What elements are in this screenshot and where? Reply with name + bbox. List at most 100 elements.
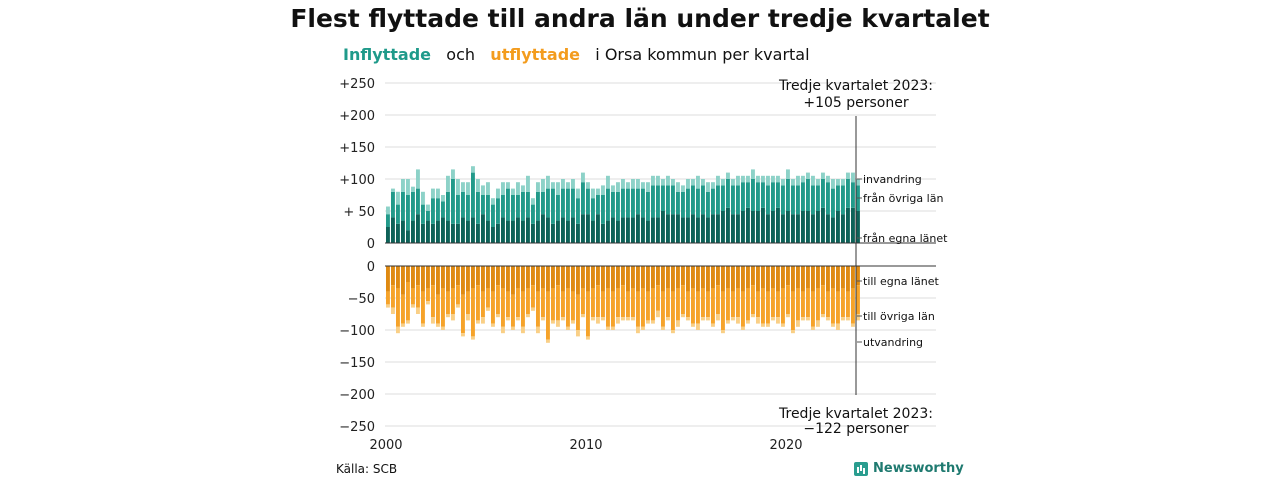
bar-out-2 (706, 317, 710, 321)
bar-in-1 (471, 172, 475, 218)
bar-in-1 (831, 188, 835, 218)
bar-out-2 (416, 307, 420, 314)
bar-in-1 (406, 195, 410, 231)
bar-out-1 (641, 288, 645, 327)
bar-in-2 (781, 179, 785, 186)
bar-in-0 (631, 217, 635, 243)
bar-out-2 (656, 310, 660, 318)
chart-subtitle: Inflyttade och utflyttade i Orsa kommun … (343, 45, 810, 64)
bar-out-1 (856, 285, 860, 314)
bar-in-1 (491, 204, 495, 227)
bar-out-2 (451, 314, 455, 321)
bar-out-0 (746, 266, 750, 289)
bar-in-0 (526, 217, 530, 243)
bar-out-2 (826, 317, 830, 321)
bar-in-1 (486, 195, 490, 221)
bar-out-0 (826, 266, 830, 292)
legend-label-top: från övriga län (863, 192, 943, 205)
bar-out-2 (476, 320, 480, 324)
bar-out-2 (821, 314, 825, 318)
bar-in-1 (526, 191, 530, 218)
bar-out-1 (441, 288, 445, 327)
bar-in-0 (436, 220, 440, 243)
bar-in-0 (851, 207, 855, 243)
x-tick-label: 2010 (569, 438, 602, 453)
bar-in-0 (761, 207, 765, 243)
bar-in-1 (501, 195, 505, 218)
bar-in-2 (791, 179, 795, 186)
bar-in-0 (571, 217, 575, 243)
bar-in-1 (541, 191, 545, 215)
bar-out-1 (671, 291, 675, 330)
bar-out-0 (541, 266, 545, 289)
bar-out-2 (751, 314, 755, 318)
bar-out-0 (536, 266, 540, 292)
bar-out-2 (481, 317, 485, 324)
bar-in-2 (706, 182, 710, 192)
bar-in-0 (816, 211, 820, 243)
bar-out-0 (786, 266, 790, 286)
bar-out-0 (386, 266, 390, 292)
bar-out-0 (721, 266, 725, 292)
bar-out-2 (496, 314, 500, 318)
bar-out-0 (771, 266, 775, 289)
bar-out-1 (826, 291, 830, 318)
bar-out-1 (631, 288, 635, 318)
bar-in-0 (521, 220, 525, 243)
bar-out-2 (601, 317, 605, 321)
bar-out-1 (396, 288, 400, 327)
bar-out-0 (766, 266, 770, 292)
bar-in-1 (496, 198, 500, 224)
bar-out-0 (616, 266, 620, 289)
bar-out-0 (851, 266, 855, 289)
bar-in-0 (686, 217, 690, 243)
bar-in-0 (646, 220, 650, 243)
bar-in-1 (386, 214, 390, 227)
bar-out-2 (456, 304, 460, 308)
bar-out-1 (416, 285, 420, 308)
bar-in-0 (751, 211, 755, 243)
bar-out-0 (456, 266, 460, 286)
bar-out-0 (831, 266, 835, 289)
bar-in-1 (401, 191, 405, 221)
bar-in-1 (466, 195, 470, 221)
bar-in-0 (741, 211, 745, 243)
bar-in-0 (556, 220, 560, 243)
bar-out-2 (636, 326, 640, 334)
bar-in-0 (561, 217, 565, 243)
bar-in-0 (626, 217, 630, 243)
bar-out-1 (466, 291, 470, 314)
bar-in-1 (771, 182, 775, 211)
top-annotation-line2: +105 personer (803, 95, 909, 111)
bar-out-1 (796, 288, 800, 321)
bar-in-0 (471, 217, 475, 243)
bar-out-1 (421, 291, 425, 324)
bar-in-0 (681, 217, 685, 243)
bar-out-2 (581, 314, 585, 318)
subtitle-inflow: Inflyttade (343, 45, 432, 64)
bar-in-1 (606, 188, 610, 221)
bar-out-2 (736, 317, 740, 324)
bar-in-0 (421, 223, 425, 243)
bar-in-1 (776, 182, 780, 208)
bar-out-2 (441, 326, 445, 330)
bar-out-1 (701, 288, 705, 318)
bar-in-2 (716, 175, 720, 186)
legend-label-bottom: utvandring (863, 336, 923, 349)
bar-in-1 (796, 185, 800, 215)
bar-in-2 (386, 206, 390, 215)
bar-out-1 (386, 291, 390, 305)
y-tick-label: 0 (367, 260, 375, 275)
bar-out-0 (691, 266, 695, 289)
bar-out-2 (651, 320, 655, 324)
bar-out-2 (756, 317, 760, 324)
bar-in-0 (676, 214, 680, 243)
bar-out-2 (626, 317, 630, 321)
bar-in-2 (416, 169, 420, 189)
bar-out-1 (431, 285, 435, 318)
bar-in-2 (511, 188, 515, 195)
bar-out-0 (621, 266, 625, 286)
bar-out-1 (461, 294, 465, 334)
bar-out-2 (786, 314, 790, 318)
bar-out-1 (591, 288, 595, 318)
